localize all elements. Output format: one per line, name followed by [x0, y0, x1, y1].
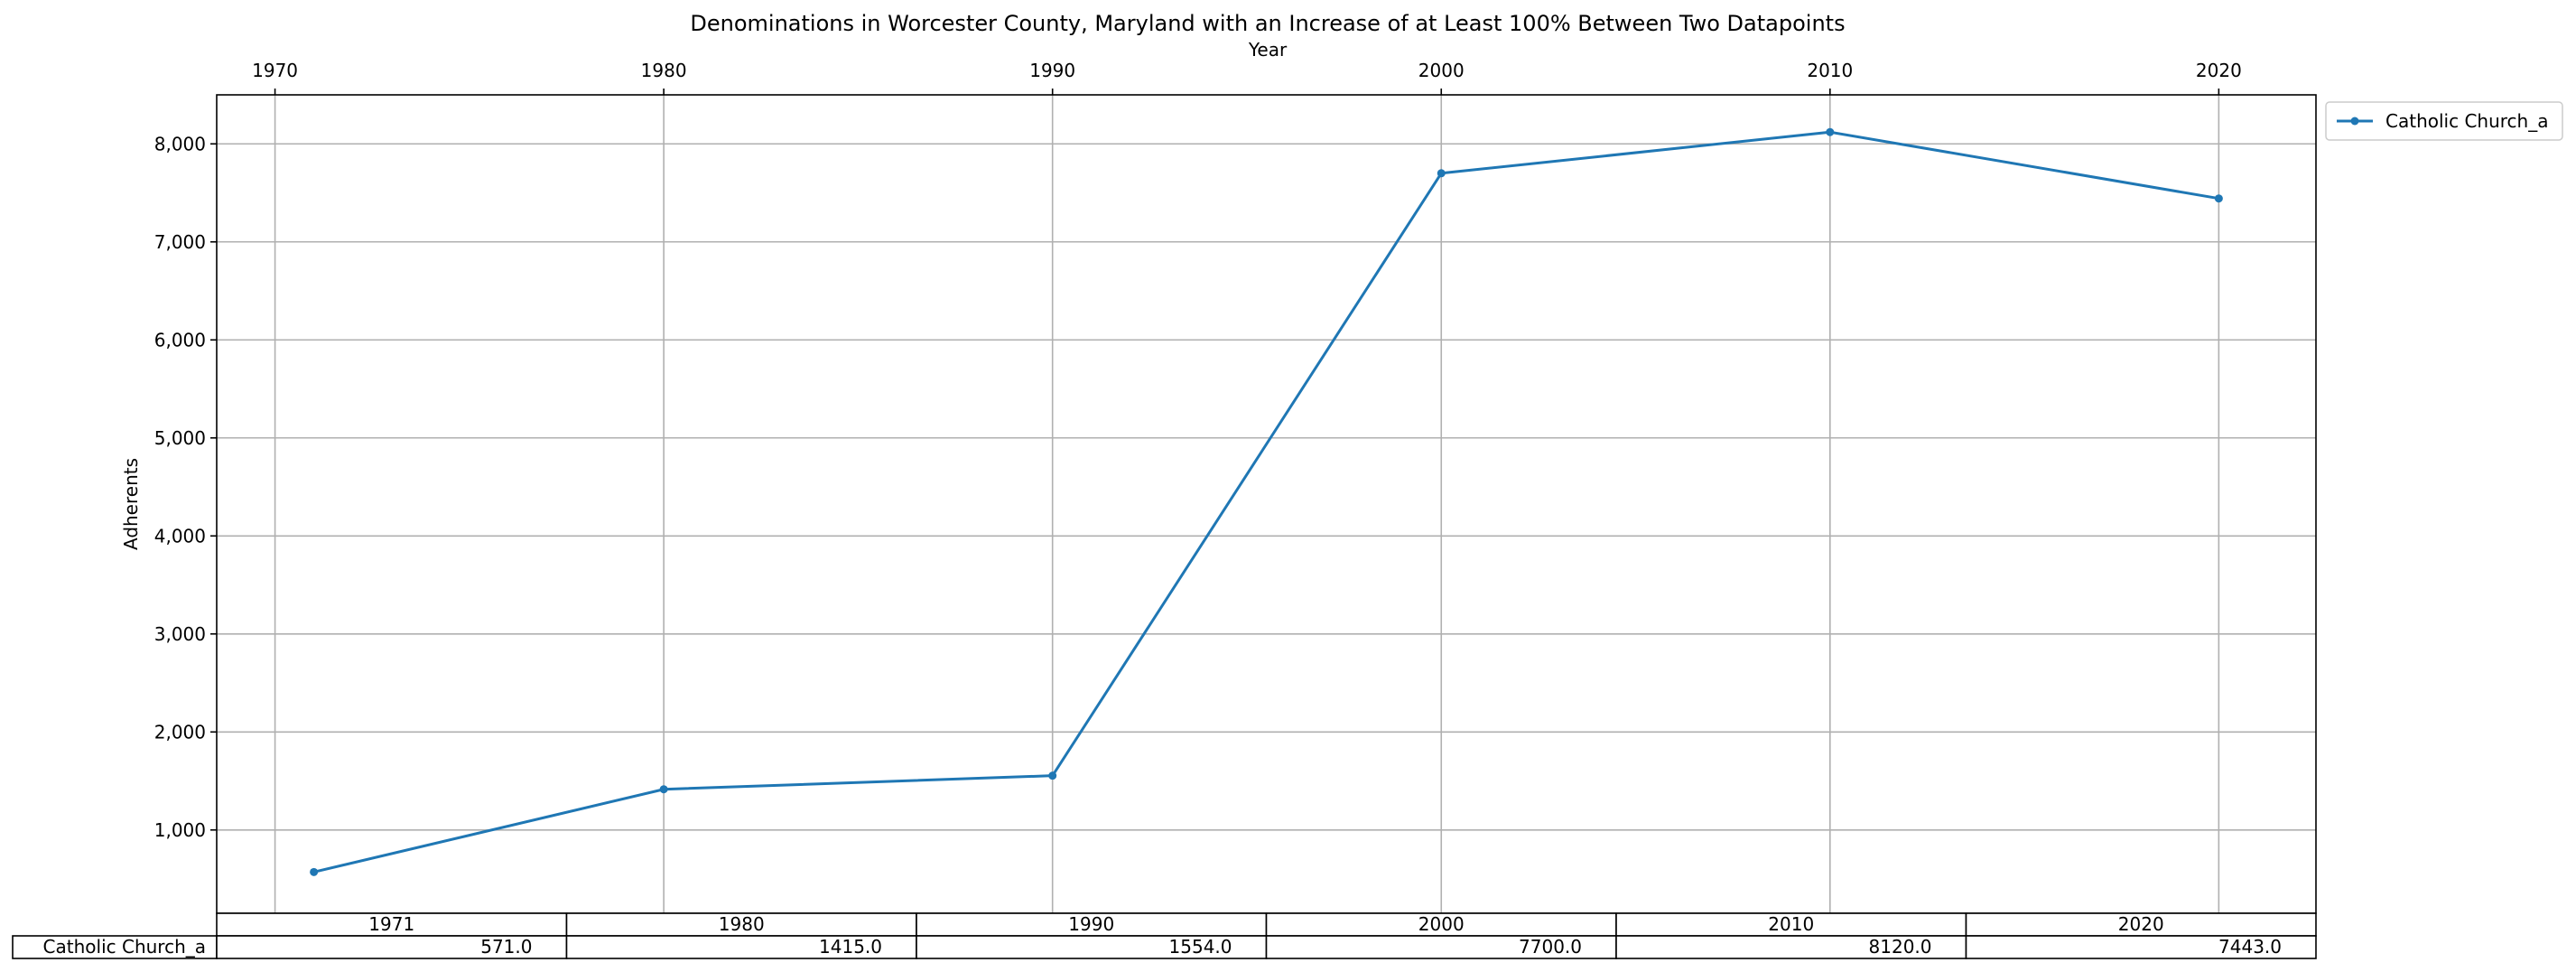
x-tick-label: 2020 [2196, 60, 2242, 81]
series-line [313, 130, 2219, 874]
table-cell-value: 7700.0 [1519, 936, 1582, 958]
table-cell [1615, 935, 1967, 959]
table-cell-value: 1554.0 [1169, 936, 1232, 958]
y-tick-label: 8,000 [154, 133, 206, 154]
plot-frame [216, 94, 2317, 914]
axis-ticks: 1970 1980 1990 2000 2010 2020 1,000 2,000 3,000 4… [154, 60, 2242, 841]
data-point [1048, 771, 1057, 780]
y-tick-label: 1,000 [154, 819, 206, 841]
data-point [310, 867, 319, 876]
table-header-label: 2020 [2118, 913, 2164, 935]
y-tick-label: 3,000 [154, 623, 206, 645]
chart-title: Denominations in Worcester County, Maryl… [690, 11, 1845, 36]
x-tick-label: 2000 [1418, 60, 1465, 81]
x-tick-label: 1990 [1029, 60, 1075, 81]
table-cell-value: 571.0 [480, 936, 532, 958]
legend-marker [2350, 117, 2359, 126]
legend-label: Catholic Church_a [2385, 110, 2548, 132]
table-cell [1265, 935, 1617, 959]
table-cell-value: 1415.0 [819, 936, 882, 958]
x-tick-label: 2010 [1807, 60, 1853, 81]
table-row-label: Catholic Church_a [43, 936, 206, 958]
legend: Catholic Church_a [2325, 101, 2563, 141]
y-tick-label: 7,000 [154, 231, 206, 253]
data-table: 1971 1980 1990 2000 2010 2020 Catholic Church_… [12, 912, 2317, 959]
table-cell [216, 935, 568, 959]
table-header-cell [216, 912, 568, 937]
table-cell-value: 8120.0 [1869, 936, 1932, 958]
x-tick-label: 1970 [252, 60, 298, 81]
table-row-label-cell [12, 935, 218, 959]
y-tick-label: 6,000 [154, 329, 206, 350]
y-tick-label: 5,000 [154, 427, 206, 449]
table-header-label: 1980 [719, 913, 765, 935]
y-axis-label: Adherents [120, 458, 142, 550]
table-header-label: 1971 [368, 913, 414, 935]
table-header-cell [1965, 912, 2317, 937]
legend-box [2325, 101, 2563, 141]
table-header-cell [565, 912, 917, 937]
x-axis-label: Year [1248, 39, 1288, 61]
x-tick-label: 1980 [641, 60, 687, 81]
data-point [659, 785, 668, 794]
table-cell-value: 7443.0 [2218, 936, 2282, 958]
table-header-cell [1265, 912, 1617, 937]
series-layer [310, 127, 2223, 876]
data-point [2214, 194, 2223, 203]
table-header-label: 2010 [1768, 913, 1814, 935]
table-header-label: 1990 [1068, 913, 1114, 935]
y-tick-label: 4,000 [154, 525, 206, 547]
y-tick-label: 2,000 [154, 721, 206, 743]
table-cell [1965, 935, 2317, 959]
grid-lines [217, 95, 2316, 913]
data-point [1437, 169, 1446, 178]
table-header-label: 2000 [1418, 913, 1465, 935]
data-point [1826, 127, 1835, 136]
